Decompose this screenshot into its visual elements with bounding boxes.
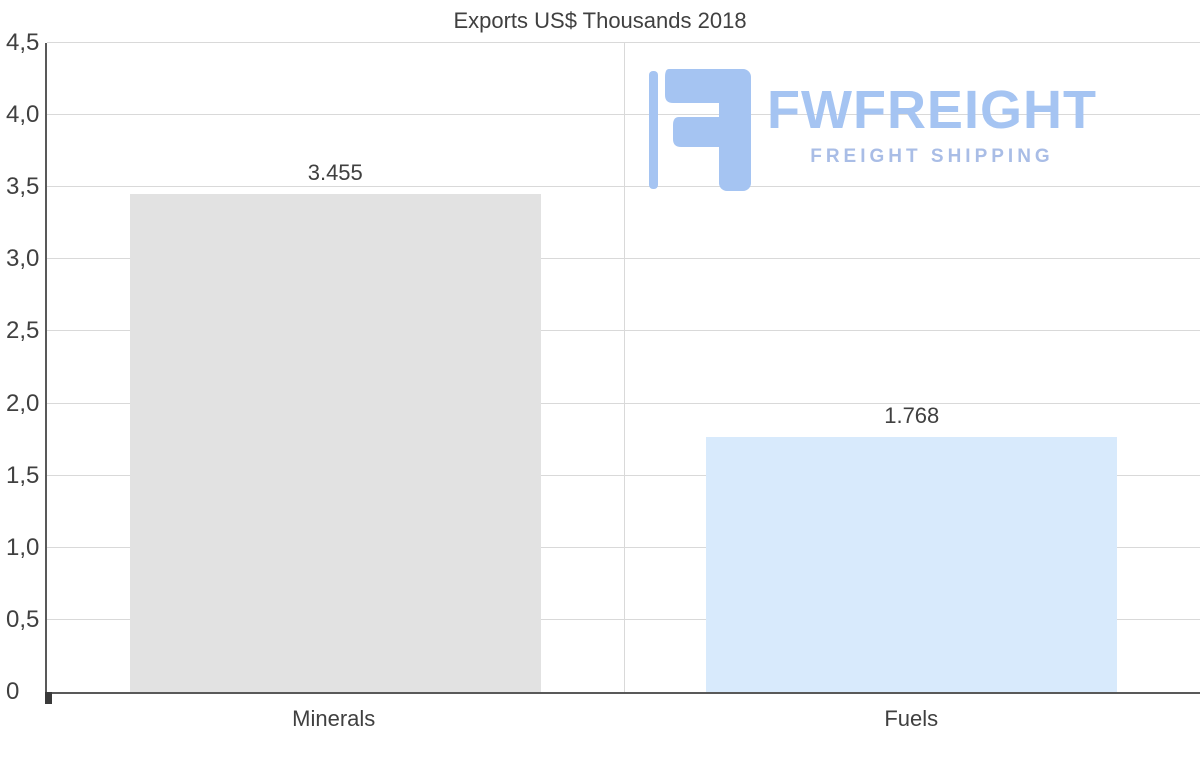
y-tick-label: 1,5 [6, 461, 40, 489]
bar-group-minerals: 3.455 [47, 43, 624, 692]
y-tick-label: 0 [6, 678, 20, 705]
x-label-fuels: Fuels [884, 706, 939, 731]
bar-value-label: 1.768 [884, 403, 940, 429]
y-tick-label: 4,5 [6, 29, 40, 56]
y-tick-label: 3,5 [6, 173, 40, 201]
y-tick-label: 3,0 [6, 245, 40, 273]
y-tick-label: 2,0 [6, 389, 40, 417]
bar-value-label: 3.455 [307, 159, 363, 185]
y-tick-label: 1,0 [6, 533, 40, 561]
y-tick-label: 2,5 [6, 317, 40, 345]
plot-area: FWFREIGHT FREIGHT SHIPPING 3.455 1.768 [45, 42, 1200, 704]
y-axis: 0 0,5 1,0 1,5 2,0 2,5 3,0 3,5 4,0 4,5 [0, 29, 45, 705]
bar-group-fuels: 1.768 [624, 43, 1200, 692]
category-gridline [623, 43, 625, 692]
x-label-minerals: Minerals [292, 706, 376, 731]
y-tick-label: 4,0 [6, 101, 40, 129]
bar-minerals [129, 193, 541, 692]
y-tick-label: 0,5 [6, 605, 40, 633]
h-gridline [47, 42, 1200, 43]
axis-corner-tick [45, 692, 52, 704]
bar-fuels [706, 437, 1118, 692]
x-axis-labels: Minerals Fuels [45, 706, 1200, 732]
chart-title: Exports US$ Thousands 2018 [453, 8, 747, 33]
